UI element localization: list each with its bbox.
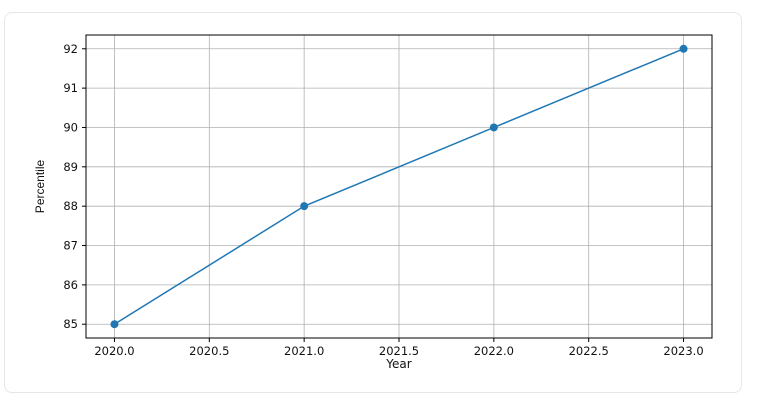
y-tick-label: 92 xyxy=(63,42,78,56)
y-tick-label: 91 xyxy=(63,81,78,95)
x-tick-label: 2021.0 xyxy=(284,344,324,358)
x-tick-label: 2020.0 xyxy=(94,344,134,358)
y-tick-label: 88 xyxy=(63,199,78,213)
data-point xyxy=(300,202,309,211)
data-point xyxy=(110,320,119,329)
x-axis-label: Year xyxy=(385,357,411,371)
series-layer xyxy=(110,44,688,329)
y-tick-label: 86 xyxy=(63,278,78,292)
data-point xyxy=(679,44,688,53)
y-tick-label: 85 xyxy=(63,317,78,331)
x-tick-label: 2022.0 xyxy=(474,344,514,358)
data-point xyxy=(489,123,498,132)
series-line xyxy=(114,48,684,325)
x-tick-label: 2023.0 xyxy=(663,344,703,358)
y-tick-label: 87 xyxy=(63,239,78,253)
x-tick-label: 2020.5 xyxy=(189,344,229,358)
x-tick-label: 2022.5 xyxy=(569,344,609,358)
grid-lines xyxy=(86,35,712,338)
x-axis-ticks: 2020.0 2020.5 2021.0 2021.5 2022.0 2022.5 2023… xyxy=(94,338,704,358)
y-axis-label: Percentile xyxy=(33,160,47,214)
y-axis-ticks: 85 86 87 88 89 90 91 92 xyxy=(63,42,86,331)
y-tick-label: 90 xyxy=(63,120,78,134)
y-tick-label: 89 xyxy=(63,160,78,174)
x-tick-label: 2021.5 xyxy=(379,344,419,358)
